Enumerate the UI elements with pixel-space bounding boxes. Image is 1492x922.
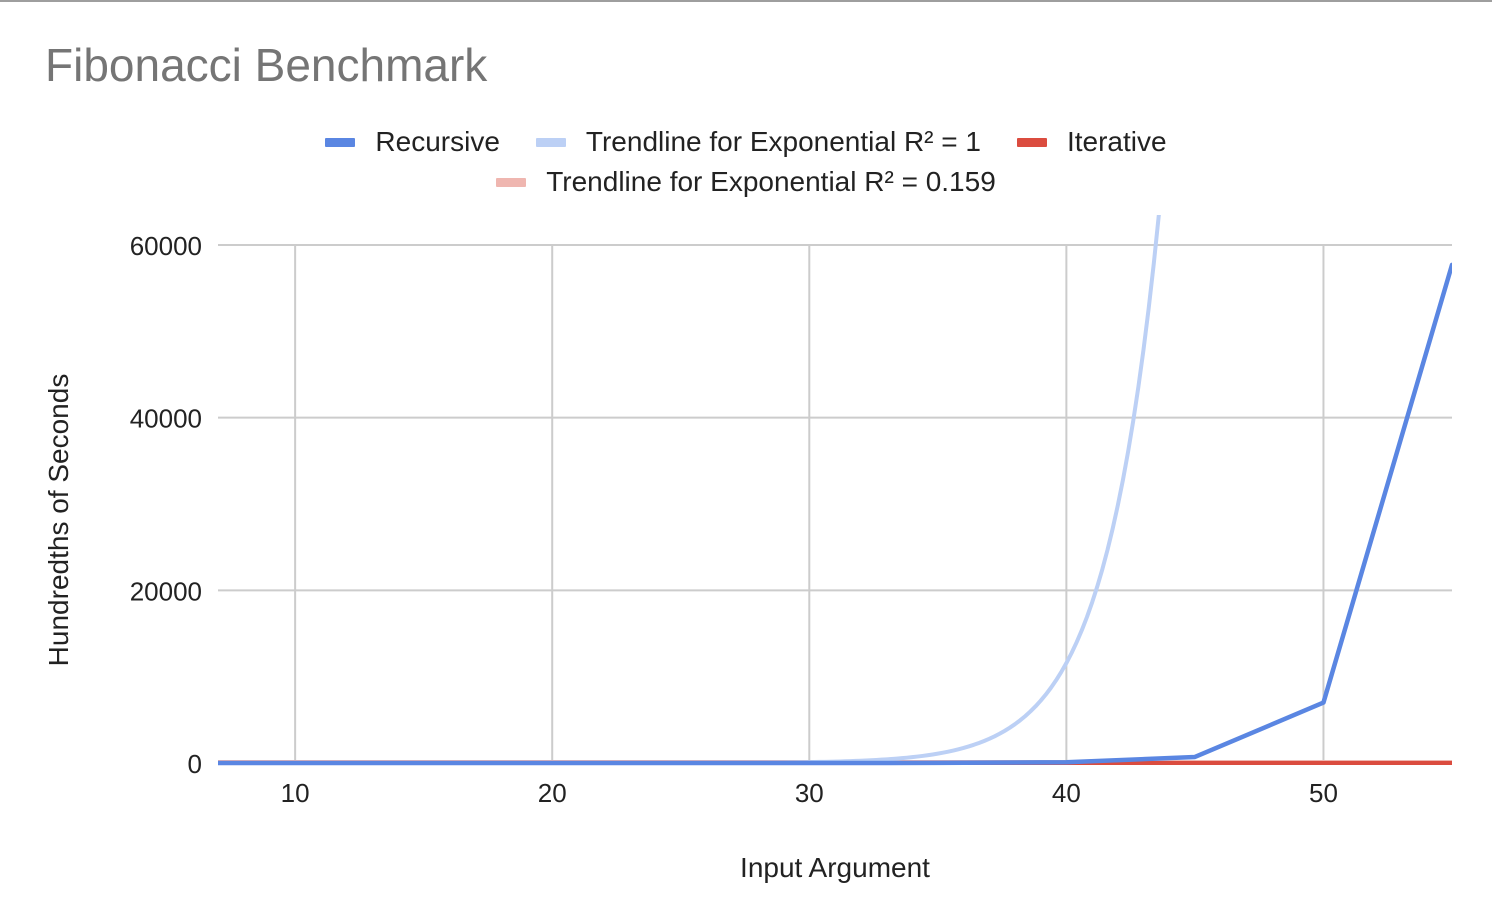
legend-item-iterative: Iterative [1016, 126, 1167, 158]
legend-item-trendline-recursive: Trendline for Exponential R² = 1 [535, 126, 981, 158]
series-group [218, 215, 1452, 766]
x-tick-label: 40 [1052, 778, 1081, 808]
legend-row-1: Recursive Trendline for Exponential R² =… [0, 126, 1492, 158]
x-tick-label: 30 [795, 778, 824, 808]
x-tick-label: 50 [1309, 778, 1338, 808]
legend-item-trendline-iterative: Trendline for Exponential R² = 0.159 [496, 166, 996, 198]
legend-swatch-recursive [325, 137, 356, 147]
y-tick-label: 0 [188, 749, 202, 779]
y-tick-label: 20000 [130, 576, 202, 606]
y-tick-label: 40000 [130, 404, 202, 434]
series-line-trendline-recursive [218, 215, 1161, 765]
legend-label-trendline-recursive: Trendline for Exponential R² = 1 [585, 126, 981, 157]
legend-item-recursive: Recursive [325, 126, 500, 158]
legend-label-iterative: Iterative [1066, 126, 1167, 157]
x-tick-label: 20 [538, 778, 567, 808]
legend-label-recursive: Recursive [375, 126, 500, 157]
legend-swatch-trendline-recursive [535, 137, 566, 147]
x-tick-label: 10 [281, 778, 310, 808]
legend-swatch-iterative [1016, 137, 1047, 147]
chart-title: Fibonacci Benchmark [45, 39, 488, 91]
legend-swatch-trendline-iterative [496, 177, 527, 187]
x-axis-title: Input Argument [740, 852, 930, 883]
legend-row-2: Trendline for Exponential R² = 0.159 [0, 166, 1492, 198]
series-line-recursive [218, 262, 1452, 766]
y-axis-title: Hundredths of Seconds [43, 374, 74, 667]
y-tick-label: 60000 [130, 231, 202, 261]
legend-label-trendline-iterative: Trendline for Exponential R² = 0.159 [546, 166, 996, 197]
